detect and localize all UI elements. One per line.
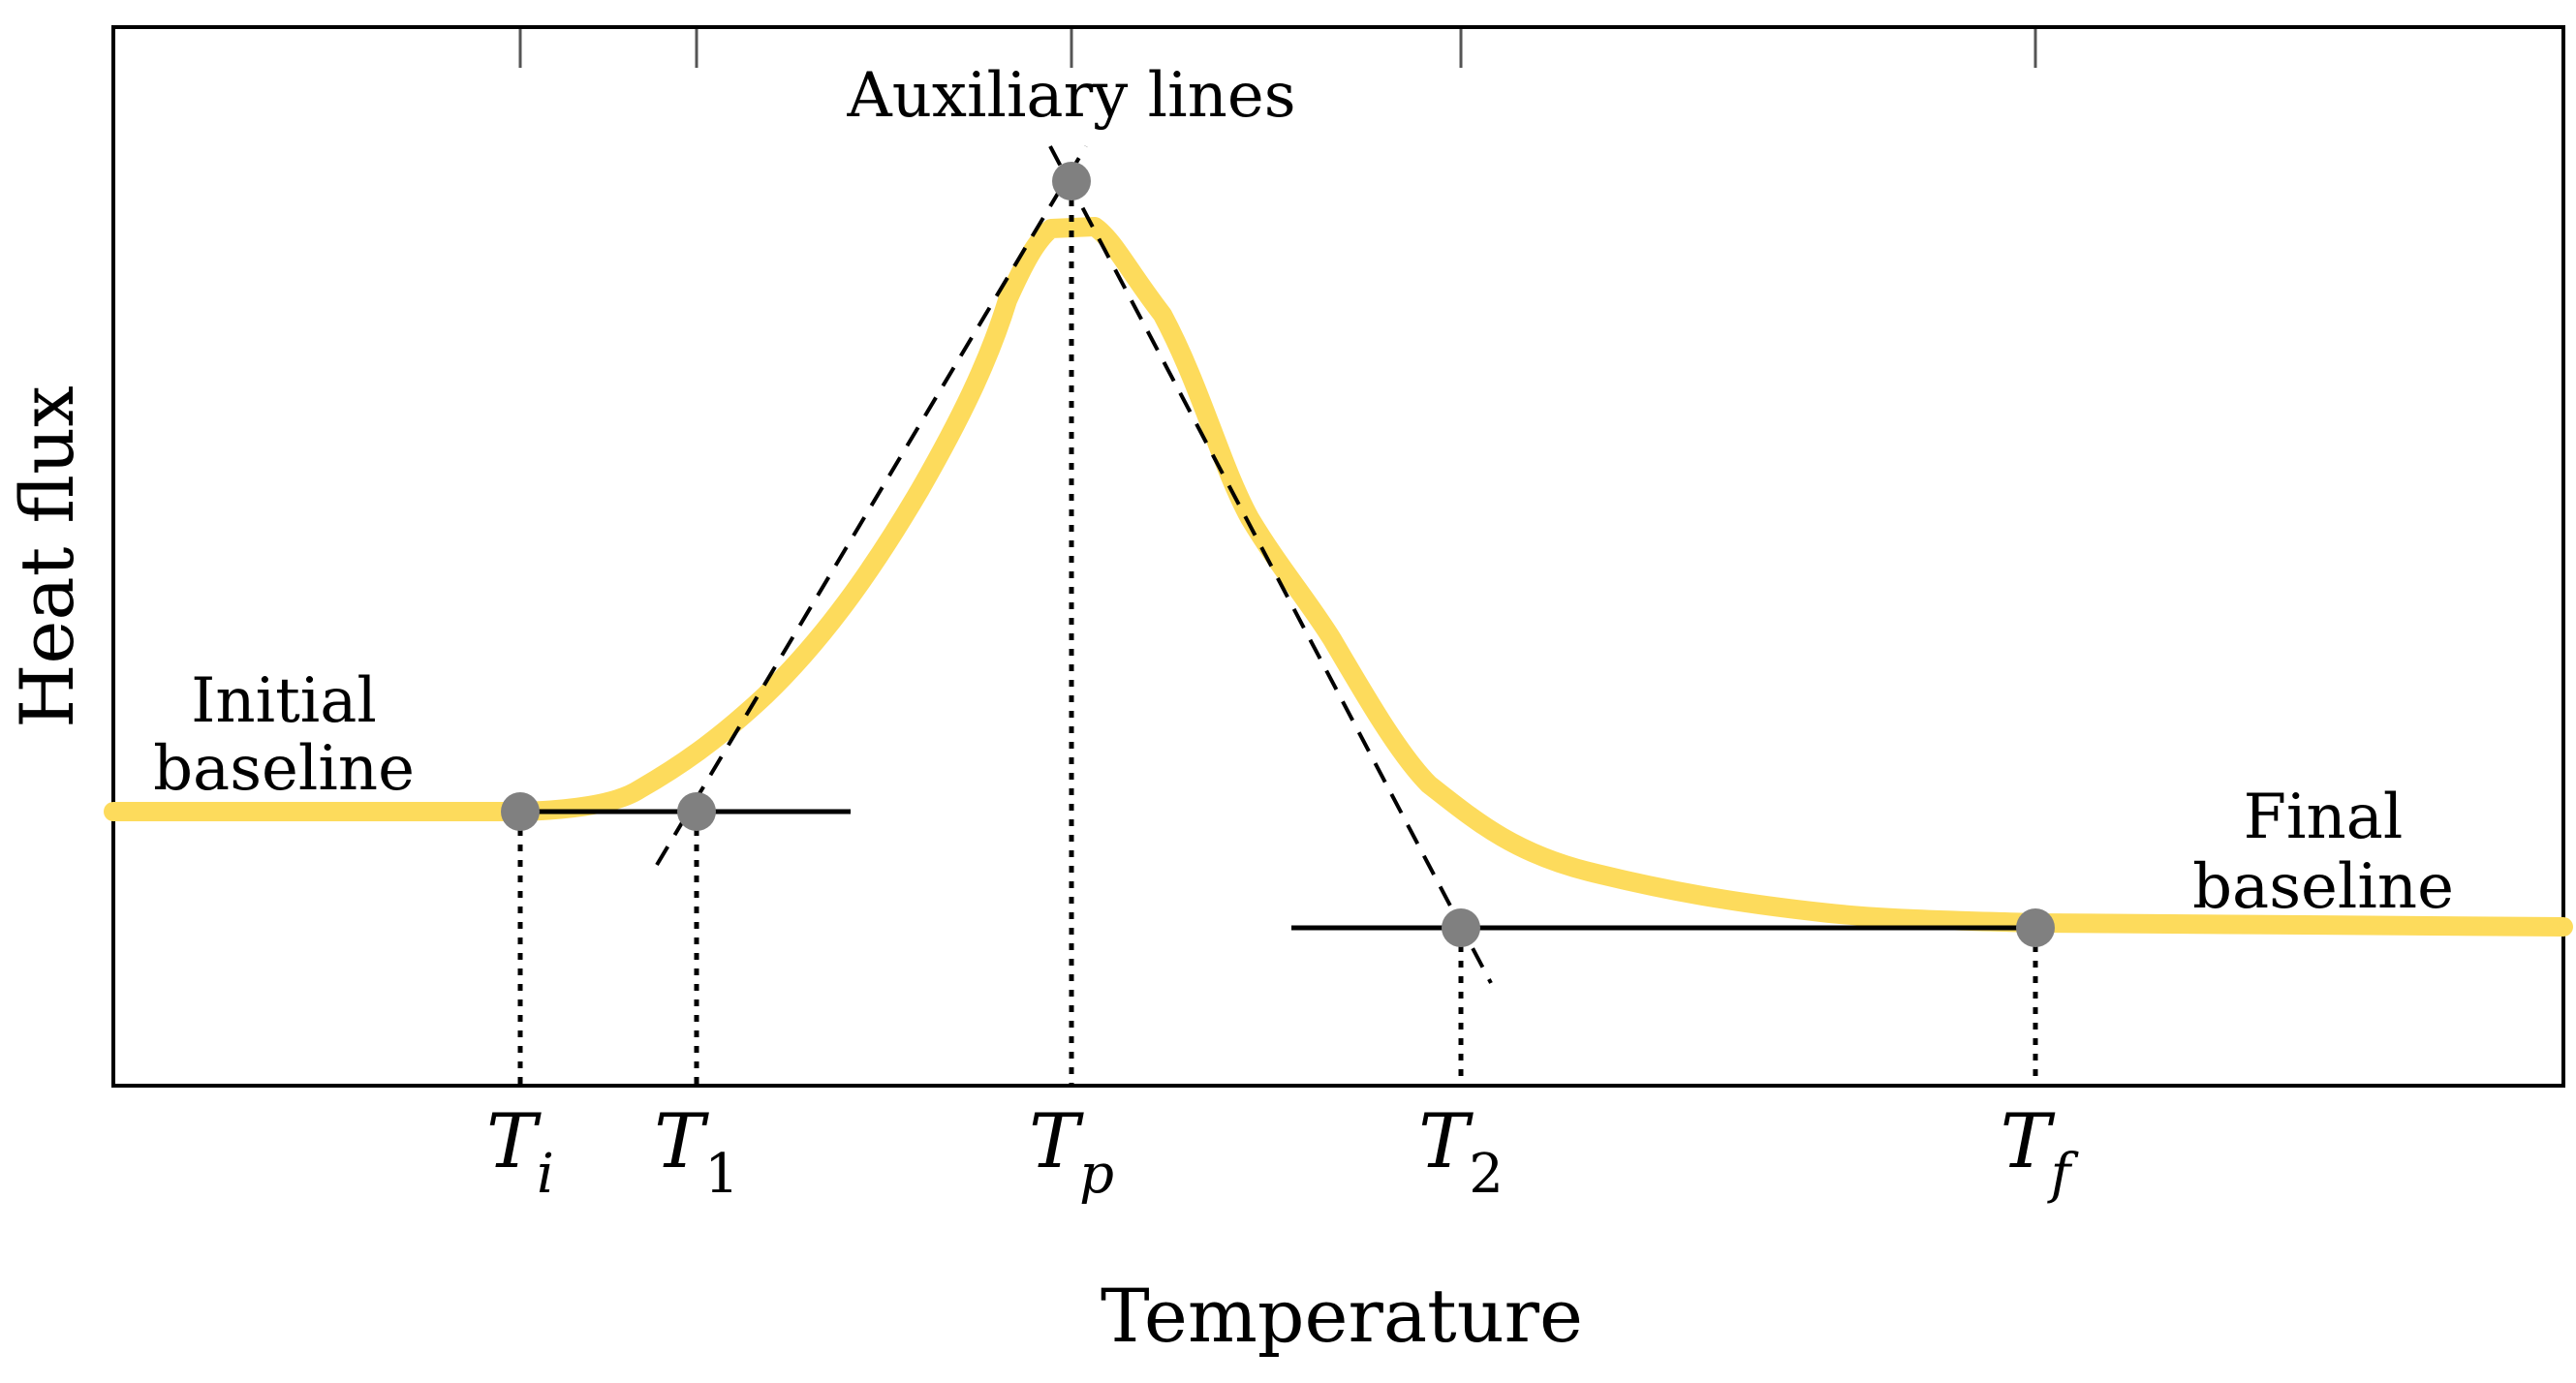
tick-label-t1: T1 [654,1098,739,1206]
heat-flux-curve [104,217,2573,937]
initial-baseline-label-line2: baseline [153,733,415,805]
y-axis-title: Heat flux [4,385,90,728]
marker-ti [501,792,540,831]
tick-label-t2-subscript: 2 [1469,1143,1504,1206]
tick-label-tp-subscript: p [1079,1143,1114,1206]
initial-baseline-label-line1: Initial [191,665,377,737]
tick-label-tf: Tf [2001,1098,2080,1206]
tick-label-t1-subscript: 1 [704,1143,739,1206]
marker-t1 [677,792,716,831]
x-axis-title: Temperature [1101,1273,1583,1359]
final-baseline-label-line1: Final [2244,782,2404,853]
auxiliary-line-left [655,144,1088,867]
tick-label-tp-symbol: T [1029,1098,1084,1185]
tick-label-tf-subscript: f [2047,1143,2080,1206]
tick-label-tp: Tp [1029,1098,1114,1206]
final-baseline-label-line2: baseline [2192,851,2454,923]
tick-label-t2: T2 [1418,1098,1504,1206]
tick-label-t2-symbol: T [1418,1098,1474,1185]
marker-tf [2016,908,2055,947]
marker-tp [1052,162,1091,200]
marker-t2 [1442,908,1480,947]
tick-label-ti-symbol: T [486,1098,542,1185]
auxiliary-lines-label: Auxiliary lines [846,60,1295,132]
plot-frame [111,25,2565,1088]
tick-label-tf-symbol: T [2001,1098,2056,1185]
tick-label-ti: Ti [486,1098,554,1206]
tick-label-t1-symbol: T [654,1098,709,1185]
auxiliary-line-right [1048,145,1493,984]
tick-label-ti-subscript: i [537,1143,554,1206]
